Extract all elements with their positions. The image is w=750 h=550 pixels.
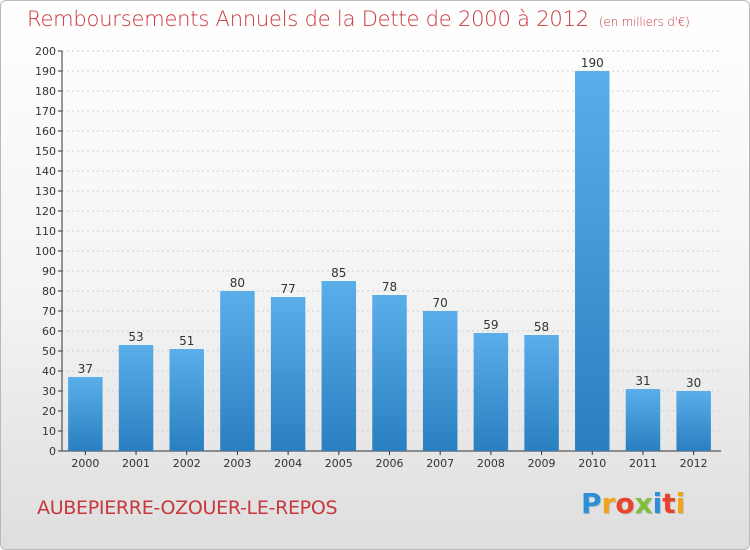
x-tick-label: 2009 (528, 457, 556, 470)
bar-value-label: 85 (331, 266, 346, 280)
bar-2001 (118, 345, 154, 451)
chart-title-block: Remboursements Annuels de la Dette de 20… (27, 7, 690, 31)
bar-2009 (524, 335, 559, 451)
bar-2006 (372, 295, 407, 451)
bar-value-label: 190 (581, 56, 604, 70)
bar-2010 (575, 71, 610, 451)
bar-value-label: 51 (179, 334, 194, 348)
chart-title: Remboursements Annuels de la Dette de 20… (27, 7, 589, 31)
y-tick-label: 30 (42, 385, 56, 398)
bar-2003 (220, 291, 255, 451)
y-tick-label: 160 (35, 125, 56, 138)
x-tick-label: 2005 (325, 457, 353, 470)
x-tick-label: 2001 (122, 457, 150, 470)
bar-value-label: 80 (230, 276, 245, 290)
y-tick-label: 20 (42, 405, 56, 418)
commune-name: AUBEPIERRE-OZOUER-LE-REPOS (37, 497, 338, 519)
x-tick-label: 2000 (71, 457, 99, 470)
y-tick-label: 190 (35, 65, 56, 78)
x-tick-label: 2007 (426, 457, 454, 470)
y-tick-label: 50 (42, 345, 56, 358)
bar-value-label: 30 (686, 376, 701, 390)
bar-2007 (422, 311, 458, 451)
proxiti-logo: Proxiti (581, 487, 686, 520)
bar-value-label: 70 (433, 296, 448, 310)
bar-2002 (169, 349, 204, 451)
y-tick-label: 100 (35, 245, 56, 258)
y-tick-label: 0 (49, 445, 56, 458)
x-tick-label: 2008 (477, 457, 505, 470)
bar-2011 (625, 389, 661, 451)
y-tick-label: 130 (35, 185, 56, 198)
y-tick-label: 70 (42, 305, 56, 318)
y-tick-label: 120 (35, 205, 56, 218)
y-tick-label: 60 (42, 325, 56, 338)
y-tick-label: 40 (42, 365, 56, 378)
bar-value-label: 37 (78, 362, 93, 376)
bar-value-label: 58 (534, 320, 549, 334)
x-tick-label: 2006 (376, 457, 404, 470)
y-tick-label: 90 (42, 265, 56, 278)
y-tick-label: 80 (42, 285, 56, 298)
bar-2012 (676, 391, 711, 451)
bar-value-label: 59 (483, 318, 498, 332)
y-tick-label: 140 (35, 165, 56, 178)
bar-value-label: 53 (128, 330, 143, 344)
x-tick-label: 2010 (578, 457, 606, 470)
chart-subtitle: (en milliers d'€) (598, 15, 690, 29)
bar-value-label: 78 (382, 280, 397, 294)
bar-2008 (473, 333, 509, 451)
x-tick-label: 2003 (223, 457, 251, 470)
x-tick-label: 2012 (680, 457, 708, 470)
bar-value-label: 31 (635, 374, 650, 388)
y-tick-label: 200 (35, 45, 56, 58)
bar-value-label: 77 (280, 282, 295, 296)
bar-2000 (68, 377, 103, 451)
x-tick-label: 2002 (173, 457, 201, 470)
x-tick-label: 2011 (629, 457, 657, 470)
y-tick-label: 110 (35, 225, 56, 238)
bar-2004 (270, 297, 306, 451)
y-tick-label: 180 (35, 85, 56, 98)
x-tick-label: 2004 (274, 457, 302, 470)
bar-2005 (321, 281, 357, 451)
y-tick-label: 150 (35, 145, 56, 158)
y-tick-label: 170 (35, 105, 56, 118)
y-tick-label: 10 (42, 425, 56, 438)
